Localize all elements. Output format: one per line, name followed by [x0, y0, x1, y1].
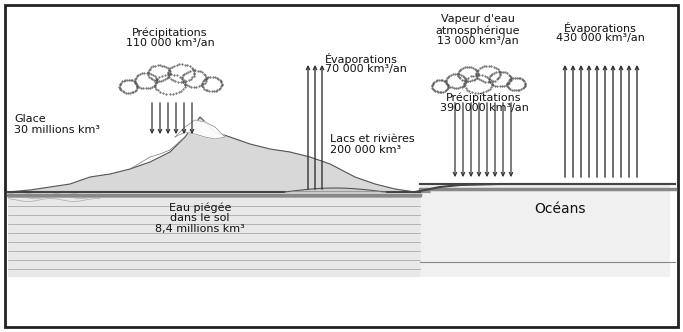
Bar	[8, 192, 420, 277]
Text: 200 000 km³: 200 000 km³	[330, 145, 401, 155]
Ellipse shape	[489, 71, 511, 87]
Text: Glace: Glace	[14, 114, 46, 124]
Ellipse shape	[182, 70, 206, 87]
Text: Vapeur d'eau: Vapeur d'eau	[441, 14, 515, 24]
Text: 8,4 millions km³: 8,4 millions km³	[155, 224, 245, 234]
Polygon shape	[175, 120, 225, 139]
Text: dans le sol: dans le sol	[170, 213, 229, 223]
Text: 110 000 km³/an: 110 000 km³/an	[126, 38, 214, 48]
Text: atmosphérique: atmosphérique	[436, 25, 520, 36]
Text: Lacs et rivières: Lacs et rivières	[330, 134, 415, 144]
Text: Précipitations: Précipitations	[446, 92, 522, 103]
Ellipse shape	[432, 80, 448, 92]
Ellipse shape	[464, 75, 492, 93]
Text: 13 000 km³/an: 13 000 km³/an	[437, 36, 519, 46]
Ellipse shape	[148, 65, 170, 81]
Text: Océans: Océans	[534, 202, 586, 216]
Text: 30 millions km³: 30 millions km³	[14, 125, 100, 135]
Ellipse shape	[507, 77, 525, 91]
Ellipse shape	[476, 66, 500, 82]
Ellipse shape	[446, 74, 466, 88]
Text: Évaporations: Évaporations	[563, 22, 637, 34]
Ellipse shape	[458, 67, 478, 81]
Text: 430 000 km³/an: 430 000 km³/an	[555, 33, 645, 43]
Ellipse shape	[202, 77, 222, 91]
Text: Précipitations: Précipitations	[133, 27, 208, 38]
Ellipse shape	[168, 64, 194, 82]
Text: Eau piégée: Eau piégée	[169, 202, 231, 212]
Text: 390 000 km³/an: 390 000 km³/an	[440, 103, 529, 113]
Ellipse shape	[120, 80, 137, 93]
Ellipse shape	[154, 74, 185, 94]
Bar	[420, 184, 670, 277]
Text: 70 000 km³/an: 70 000 km³/an	[325, 64, 407, 74]
Ellipse shape	[135, 73, 157, 88]
Text: Évaporations: Évaporations	[325, 53, 398, 65]
